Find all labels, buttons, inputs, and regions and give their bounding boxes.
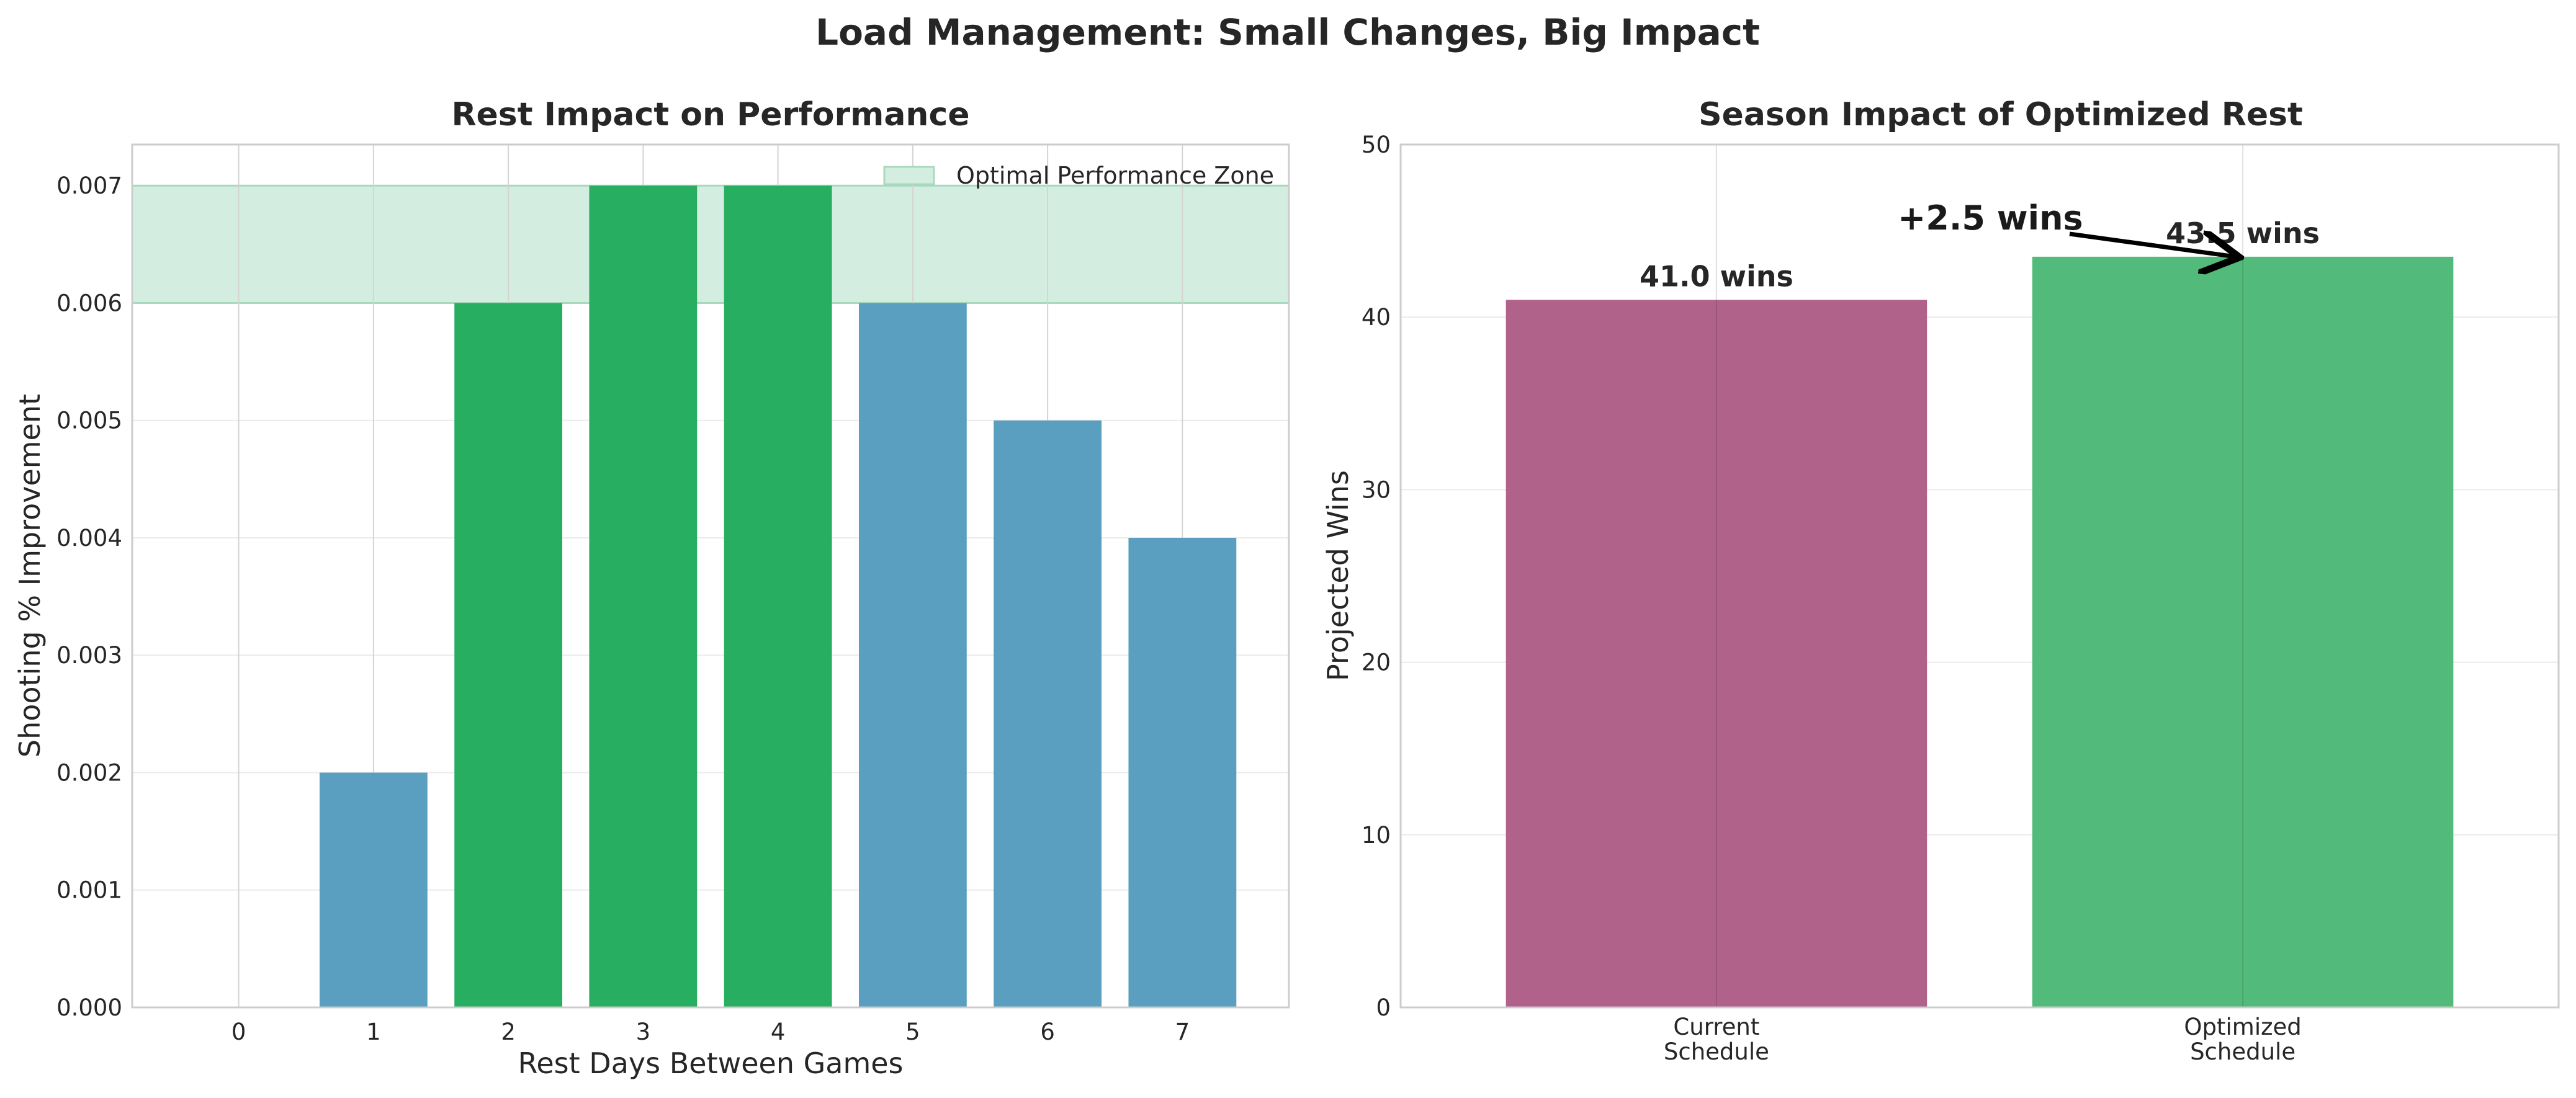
rest-impact-ytick: 0.001 bbox=[56, 877, 122, 904]
rest-impact-bar bbox=[858, 303, 967, 1008]
rest-impact-ytick: 0.003 bbox=[56, 642, 122, 669]
rest-impact-xtick: 2 bbox=[501, 1019, 516, 1045]
season-impact-plot-frame bbox=[1399, 143, 2560, 1009]
rest-impact-plot-frame bbox=[131, 143, 1290, 1009]
rest-impact-xtick: 7 bbox=[1175, 1019, 1190, 1045]
rest-impact-panel: Rest Impact on Performance Rest Days Bet… bbox=[13, 96, 1290, 1080]
rest-impact-xtick: 1 bbox=[366, 1019, 381, 1045]
rest-impact-bar bbox=[724, 185, 832, 1008]
season-impact-bar bbox=[1506, 300, 1928, 1007]
optimal-zone-band bbox=[131, 184, 1290, 304]
rest-impact-bar bbox=[454, 303, 563, 1008]
rest-impact-ytick: 0.007 bbox=[56, 172, 122, 199]
legend-swatch bbox=[883, 166, 935, 185]
season-impact-ytick: 40 bbox=[1362, 304, 1391, 331]
season-impact-title: Season Impact of Optimized Rest bbox=[1699, 96, 2303, 133]
rest-impact-xtick: 4 bbox=[771, 1019, 786, 1045]
season-impact-panel: Season Impact of Optimized Rest Projecte… bbox=[1321, 96, 2560, 1065]
rest-impact-bar bbox=[319, 772, 428, 1007]
rest-impact-xtick: 5 bbox=[905, 1019, 920, 1045]
season-impact-ytick: 50 bbox=[1362, 132, 1391, 158]
season-impact-ytick: 10 bbox=[1362, 822, 1391, 849]
season-impact-ytick: 0 bbox=[1376, 994, 1391, 1021]
rest-impact-bar bbox=[589, 185, 698, 1008]
season-impact-ytick: 30 bbox=[1362, 476, 1391, 503]
season-impact-data-label: 41.0 wins bbox=[1640, 259, 1793, 293]
rest-impact-title: Rest Impact on Performance bbox=[451, 96, 969, 133]
rest-impact-ytick: 0.006 bbox=[56, 290, 122, 316]
season-impact-data-label: 43.5 wins bbox=[2166, 216, 2320, 250]
season-impact-ytick: 20 bbox=[1362, 649, 1391, 676]
rest-impact-xtick: 0 bbox=[231, 1019, 246, 1045]
rest-impact-ytick: 0.000 bbox=[56, 994, 122, 1021]
rest-impact-bar bbox=[994, 420, 1102, 1007]
rest-impact-ylabel: Shooting % Improvement bbox=[13, 394, 47, 757]
rest-impact-xlabel: Rest Days Between Games bbox=[518, 1047, 903, 1080]
rest-impact-ytick: 0.005 bbox=[56, 408, 122, 434]
rest-impact-ytick: 0.004 bbox=[56, 525, 122, 551]
season-impact-xtick: Optimized Schedule bbox=[2184, 1014, 2301, 1065]
rest-impact-xtick: 3 bbox=[636, 1019, 651, 1045]
annotation-label: +2.5 wins bbox=[1898, 199, 2083, 238]
rest-impact-xtick: 6 bbox=[1040, 1019, 1055, 1045]
annotation-arrow bbox=[2069, 234, 2235, 257]
season-impact-ylabel: Projected Wins bbox=[1321, 470, 1355, 681]
rest-impact-bar bbox=[1128, 537, 1237, 1007]
legend-label: Optimal Performance Zone bbox=[956, 162, 1274, 189]
season-impact-xtick: Current Schedule bbox=[1664, 1014, 1769, 1065]
rest-impact-ytick: 0.002 bbox=[56, 759, 122, 786]
season-impact-bar bbox=[2032, 256, 2454, 1008]
figure-title: Load Management: Small Changes, Big Impa… bbox=[815, 11, 1760, 53]
